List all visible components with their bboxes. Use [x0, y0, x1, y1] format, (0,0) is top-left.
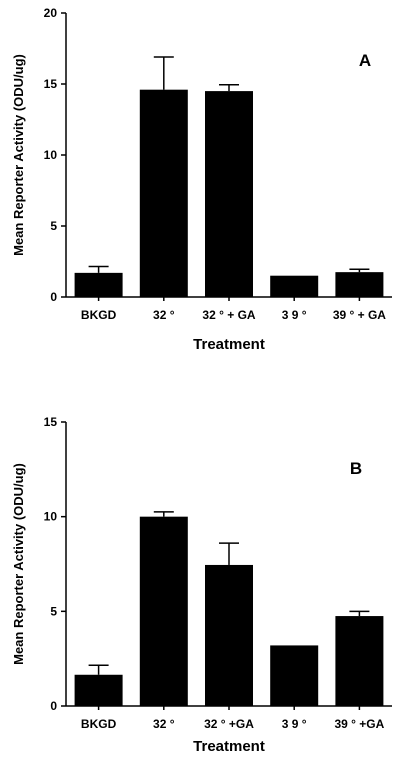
y-tick-label: 20 [44, 6, 58, 20]
y-tick-label: 10 [44, 510, 58, 524]
x-axis-title: Treatment [193, 738, 265, 755]
bar [270, 645, 319, 706]
y-tick-label: 15 [44, 415, 58, 429]
x-tick-label: 3 9 ° [282, 308, 307, 322]
x-tick-label: 39 ° +GA [334, 717, 384, 731]
y-tick-label: 0 [50, 699, 57, 713]
y-tick-label: 5 [50, 219, 57, 233]
x-axis-title: Treatment [193, 336, 265, 353]
y-tick-label: 5 [50, 604, 57, 618]
y-tick-label: 10 [44, 148, 58, 162]
bar-chart-a: 0 5 10 15 20 BKGD 32 ° 32 ° + GA 3 9 ° 39 ° + GA T… [11, 6, 392, 353]
bar [205, 564, 253, 706]
bar [74, 674, 123, 706]
bar [139, 516, 188, 706]
y-tick-label: 0 [50, 290, 57, 304]
y-axis-title: Mean Reporter Activity (ODU/ug) [11, 463, 26, 665]
x-tick-label: BKGD [81, 308, 117, 322]
x-tick-label: 32 ° [153, 717, 175, 731]
chart-panel-a: 0 5 10 15 20 BKGD 32 ° 32 ° + GA 3 9 ° 39 ° + GA T… [0, 0, 400, 360]
x-tick-label: BKGD [81, 717, 117, 731]
bar [335, 616, 384, 706]
bar-chart-b: 0 5 10 15 BKGD 32 ° 32 ° +GA 3 9 ° 39 ° +GA Treat… [11, 415, 392, 755]
x-tick-label: 32 ° [153, 308, 175, 322]
x-tick-label: 32 ° + GA [202, 308, 255, 322]
y-axis-title: Mean Reporter Activity (ODU/ug) [11, 54, 26, 256]
chart-panel-b: 0 5 10 15 BKGD 32 ° 32 ° +GA 3 9 ° 39 ° +GA Treat… [0, 412, 400, 764]
y-tick-label: 15 [44, 77, 58, 91]
x-tick-label: 32 ° +GA [204, 717, 254, 731]
x-tick-label: 39 ° + GA [333, 308, 386, 322]
bar [335, 272, 384, 297]
bar [270, 275, 319, 297]
bar [205, 91, 253, 297]
panel-letter: B [350, 459, 362, 478]
panel-letter: A [359, 51, 371, 70]
x-tick-label: 3 9 ° [282, 717, 307, 731]
bar [74, 272, 123, 297]
bar [139, 89, 188, 298]
